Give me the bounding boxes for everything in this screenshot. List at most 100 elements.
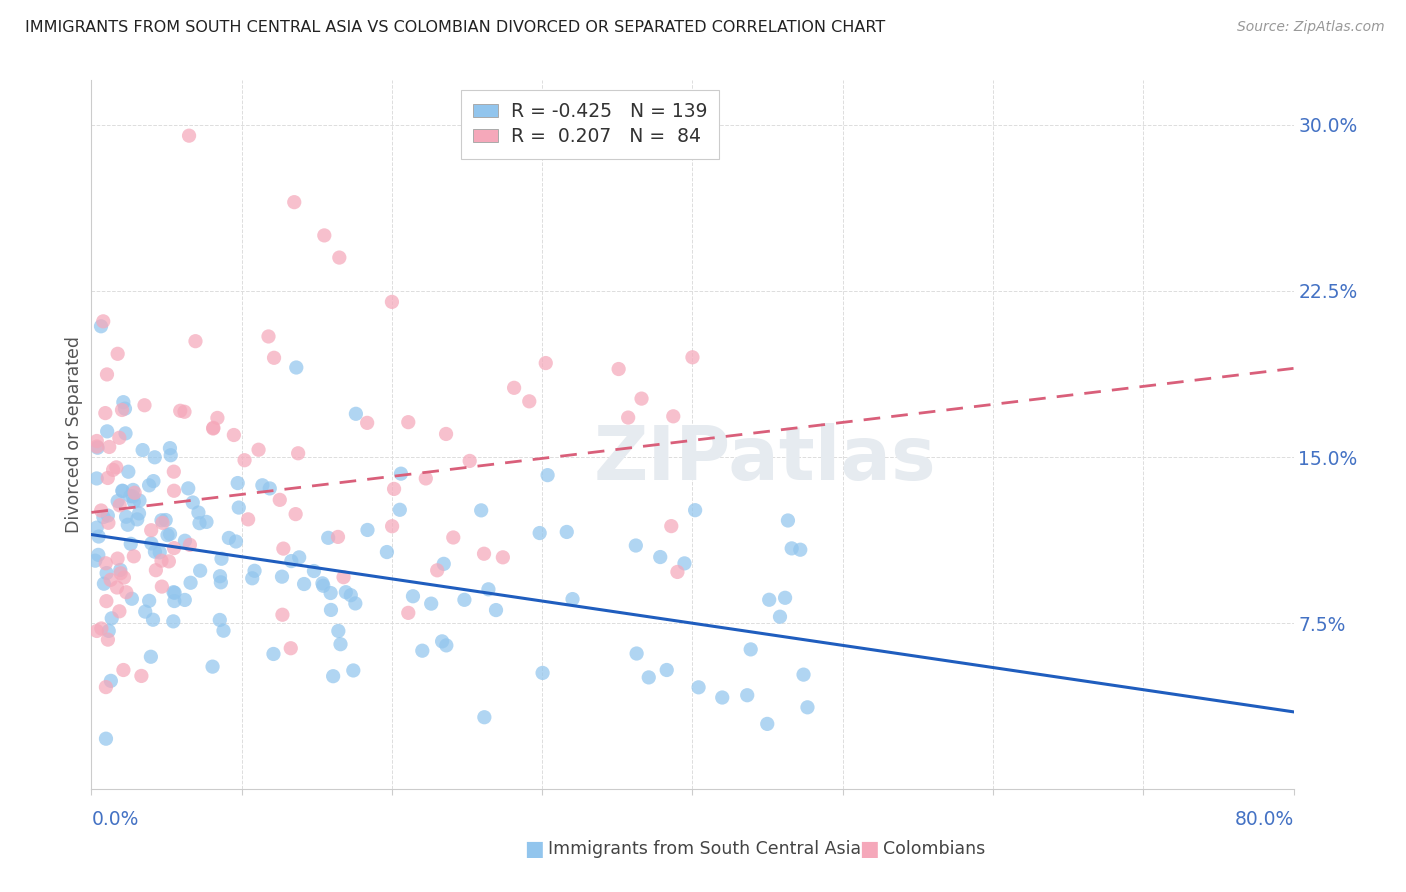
Point	[328, 624, 350, 638]
Point	[107, 494, 129, 508]
Point	[94, 556, 117, 570]
Point	[626, 647, 648, 661]
Point	[97, 624, 120, 638]
Point	[120, 489, 142, 503]
Point	[415, 471, 437, 485]
Point	[122, 483, 145, 497]
Point	[793, 667, 815, 681]
Point	[108, 431, 131, 445]
Point	[124, 485, 146, 500]
Point	[630, 392, 652, 406]
Point	[285, 360, 308, 375]
Point	[173, 593, 195, 607]
Point	[100, 673, 122, 688]
Text: IMMIGRANTS FROM SOUTH CENTRAL ASIA VS COLOMBIAN DIVORCED OR SEPARATED CORRELATIO: IMMIGRANTS FROM SOUTH CENTRAL ASIA VS CO…	[25, 20, 886, 35]
Point	[688, 681, 710, 695]
Point	[94, 731, 117, 746]
Point	[143, 545, 166, 559]
Point	[434, 426, 457, 441]
Point	[128, 507, 150, 521]
Point	[212, 624, 235, 638]
Point	[201, 659, 224, 673]
Point	[115, 585, 138, 599]
Point	[381, 294, 404, 309]
Point	[288, 550, 311, 565]
Point	[458, 454, 481, 468]
Point	[280, 554, 302, 568]
Point	[122, 489, 145, 503]
Point	[240, 571, 263, 585]
Point	[624, 539, 647, 553]
Point	[149, 545, 172, 559]
Point	[97, 632, 120, 647]
Point	[195, 515, 218, 529]
Point	[112, 663, 135, 677]
Point	[122, 494, 145, 508]
Point	[470, 503, 492, 517]
Point	[311, 576, 333, 591]
Point	[225, 534, 247, 549]
Point	[100, 573, 122, 587]
Point	[142, 613, 165, 627]
Point	[112, 395, 135, 409]
Point	[142, 474, 165, 488]
Point	[319, 586, 342, 600]
Point	[517, 394, 540, 409]
Text: 0.0%: 0.0%	[91, 810, 139, 829]
Point	[433, 557, 456, 571]
Point	[150, 554, 173, 568]
Point	[159, 441, 181, 455]
Point	[208, 613, 231, 627]
Point	[101, 463, 124, 477]
Point	[94, 406, 117, 420]
Point	[441, 531, 464, 545]
Point	[758, 592, 780, 607]
Point	[326, 530, 349, 544]
Point	[773, 591, 796, 605]
Point	[316, 531, 339, 545]
Point	[173, 405, 195, 419]
Point	[152, 516, 174, 530]
Point	[114, 426, 136, 441]
Point	[252, 478, 274, 492]
Text: 80.0%: 80.0%	[1234, 810, 1294, 829]
Point	[86, 624, 108, 638]
Point	[96, 566, 118, 580]
Point	[163, 465, 186, 479]
Point	[120, 537, 142, 551]
Point	[93, 510, 115, 524]
Point	[87, 529, 110, 543]
Point	[284, 507, 307, 521]
Point	[162, 585, 184, 599]
Point	[328, 251, 350, 265]
Point	[97, 516, 120, 530]
Point	[381, 519, 404, 533]
Point	[150, 513, 173, 527]
Point	[110, 563, 132, 577]
Point	[389, 467, 412, 481]
Point	[134, 398, 156, 412]
Point	[188, 564, 211, 578]
Point	[273, 541, 295, 556]
Point	[789, 542, 811, 557]
Point	[396, 606, 419, 620]
Point	[155, 513, 177, 527]
Text: Source: ZipAtlas.com: Source: ZipAtlas.com	[1237, 20, 1385, 34]
Point	[263, 351, 285, 365]
Point	[314, 228, 336, 243]
Point	[711, 690, 734, 705]
Point	[141, 536, 163, 550]
Point	[150, 580, 173, 594]
Point	[344, 596, 367, 610]
Point	[485, 603, 508, 617]
Point	[472, 547, 495, 561]
Point	[112, 570, 135, 584]
Point	[157, 554, 180, 568]
Point	[555, 524, 578, 539]
Point	[650, 549, 672, 564]
Point	[292, 577, 315, 591]
Point	[87, 548, 110, 562]
Point	[396, 415, 419, 429]
Point	[233, 453, 256, 467]
Point	[107, 551, 129, 566]
